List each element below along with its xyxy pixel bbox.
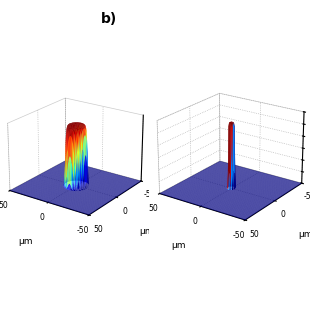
X-axis label: μm: μm [171,241,186,250]
Text: b): b) [100,12,117,26]
X-axis label: μm: μm [19,237,33,246]
Y-axis label: μm: μm [298,230,310,239]
Y-axis label: μm: μm [140,227,154,236]
